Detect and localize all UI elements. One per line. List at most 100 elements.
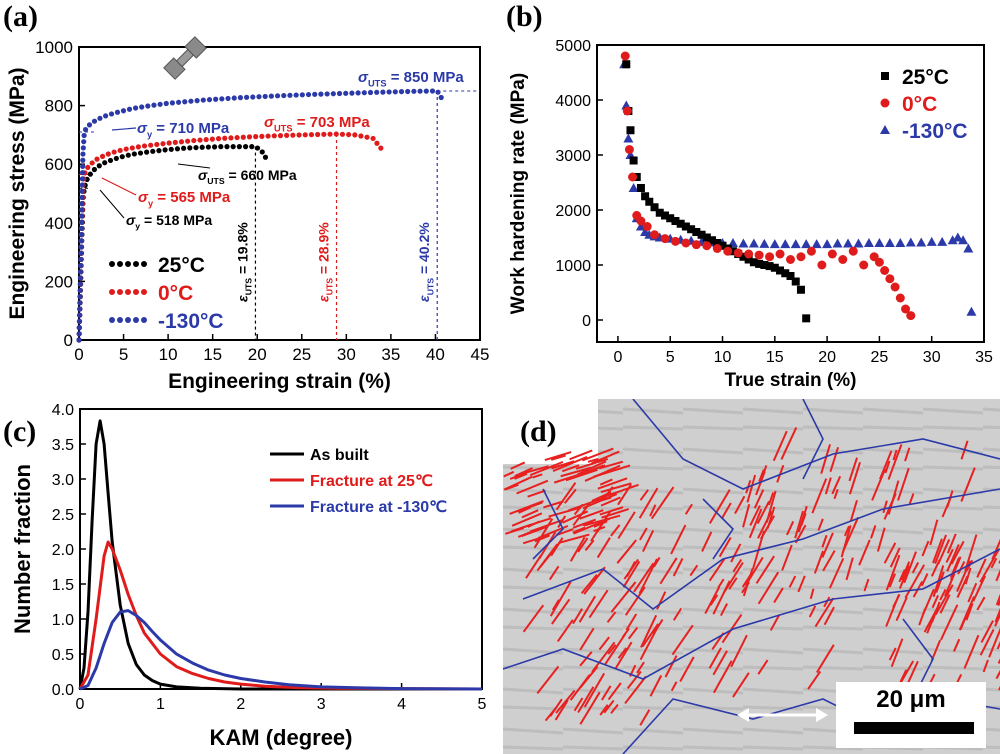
- data-point: [811, 239, 822, 249]
- twin-line: [573, 517, 610, 535]
- twin-line: [580, 574, 598, 594]
- twin-line: [758, 469, 765, 482]
- data-point: [624, 145, 634, 154]
- data-point: [417, 88, 423, 94]
- legend-label: Fracture at -130℃: [310, 499, 447, 516]
- data-point: [126, 106, 133, 112]
- data-point: [259, 149, 265, 155]
- legend-marker: [117, 289, 123, 295]
- legend-label: 0°C: [158, 282, 193, 305]
- data-point: [145, 103, 151, 109]
- twin-line: [964, 567, 972, 585]
- data-point: [79, 188, 85, 194]
- data-point: [775, 249, 785, 259]
- data-point: [160, 141, 166, 147]
- twin-line: [509, 500, 544, 515]
- twin-line: [640, 614, 658, 648]
- data-point: [769, 239, 780, 249]
- twin-line: [636, 661, 645, 674]
- data-point: [906, 311, 916, 321]
- legend-label: 25°C: [158, 254, 205, 277]
- twin-line: [568, 496, 605, 512]
- data-point: [259, 133, 265, 139]
- twin-line: [588, 589, 609, 619]
- twin-line: [767, 492, 775, 506]
- data-point: [754, 250, 764, 260]
- twin-line: [932, 538, 943, 564]
- twin-line: [701, 531, 713, 552]
- twin-line: [921, 540, 930, 557]
- twin-line: [753, 489, 765, 509]
- data-point: [99, 153, 106, 159]
- data-point: [405, 88, 411, 95]
- data-point: [86, 122, 93, 128]
- data-point: [154, 141, 160, 148]
- data-point: [352, 132, 358, 138]
- data-point: [236, 144, 242, 150]
- twin-line: [918, 608, 926, 626]
- data-point: [78, 225, 84, 232]
- data-point: [623, 133, 634, 143]
- twin-line: [591, 491, 612, 502]
- legend-marker: [141, 289, 147, 295]
- twin-line: [781, 544, 793, 571]
- twin-line: [885, 554, 901, 591]
- y-axis-label: Number fraction: [10, 464, 35, 634]
- series-line: [76, 88, 444, 343]
- twin-line: [953, 638, 961, 652]
- data-point: [277, 133, 284, 139]
- data-point: [224, 144, 230, 150]
- panel-c-label: (c): [3, 415, 37, 448]
- annotation-eps-25: εUTS = 19.8%: [234, 222, 253, 302]
- data-point: [832, 238, 843, 248]
- data-point: [200, 97, 206, 103]
- data-point: [374, 140, 380, 146]
- twin-line: [572, 526, 586, 534]
- data-point: [926, 236, 937, 246]
- svg-text:σUTS = 850 MPa: σUTS = 850 MPa: [358, 69, 464, 89]
- data-point: [636, 184, 645, 192]
- svg-text:σy = 518 MPa: σy = 518 MPa: [126, 212, 212, 231]
- data-point: [237, 95, 244, 101]
- data-point: [77, 281, 83, 287]
- data-point: [843, 238, 854, 248]
- twin-line: [870, 525, 877, 539]
- x-tick-label: 0: [76, 696, 85, 713]
- twin-line: [563, 488, 577, 504]
- series-line: [76, 131, 384, 343]
- data-point: [242, 144, 249, 150]
- y-tick-label: 200: [45, 272, 73, 291]
- twin-line: [556, 528, 574, 536]
- twin-line: [521, 509, 539, 519]
- legend-label: -130°C: [902, 120, 968, 143]
- data-point: [370, 135, 376, 142]
- data-point: [361, 90, 367, 96]
- data-point: [203, 136, 209, 143]
- twin-line: [587, 457, 599, 463]
- chart-c-kam-distribution: 0 1 2 3 4 5 0.0 0.5 1.0 1.5 2.0 2.5 3.0 3.5 4.0 KAM (de…: [10, 402, 487, 750]
- twin-line: [708, 489, 731, 524]
- data-point: [629, 156, 638, 165]
- twin-line: [931, 595, 939, 609]
- data-point: [687, 225, 696, 234]
- data-point: [302, 132, 308, 138]
- twin-line: [561, 464, 580, 473]
- data-point: [881, 72, 889, 80]
- y-tick-label: 400: [45, 214, 73, 233]
- data-point: [655, 208, 664, 217]
- data-point: [262, 93, 268, 100]
- twin-line: [890, 638, 904, 668]
- twin-line: [773, 587, 784, 604]
- data-point: [102, 160, 108, 166]
- legend-marker: [125, 289, 131, 295]
- twin-line: [598, 460, 624, 470]
- data-point: [78, 244, 84, 250]
- data-point: [765, 252, 775, 262]
- twin-line: [610, 524, 621, 537]
- twin-line: [579, 665, 599, 689]
- data-point: [117, 147, 123, 154]
- twin-line: [558, 533, 590, 544]
- twin-line: [817, 518, 824, 531]
- legend-marker: [125, 317, 131, 323]
- x-tick-label: 2: [236, 696, 245, 713]
